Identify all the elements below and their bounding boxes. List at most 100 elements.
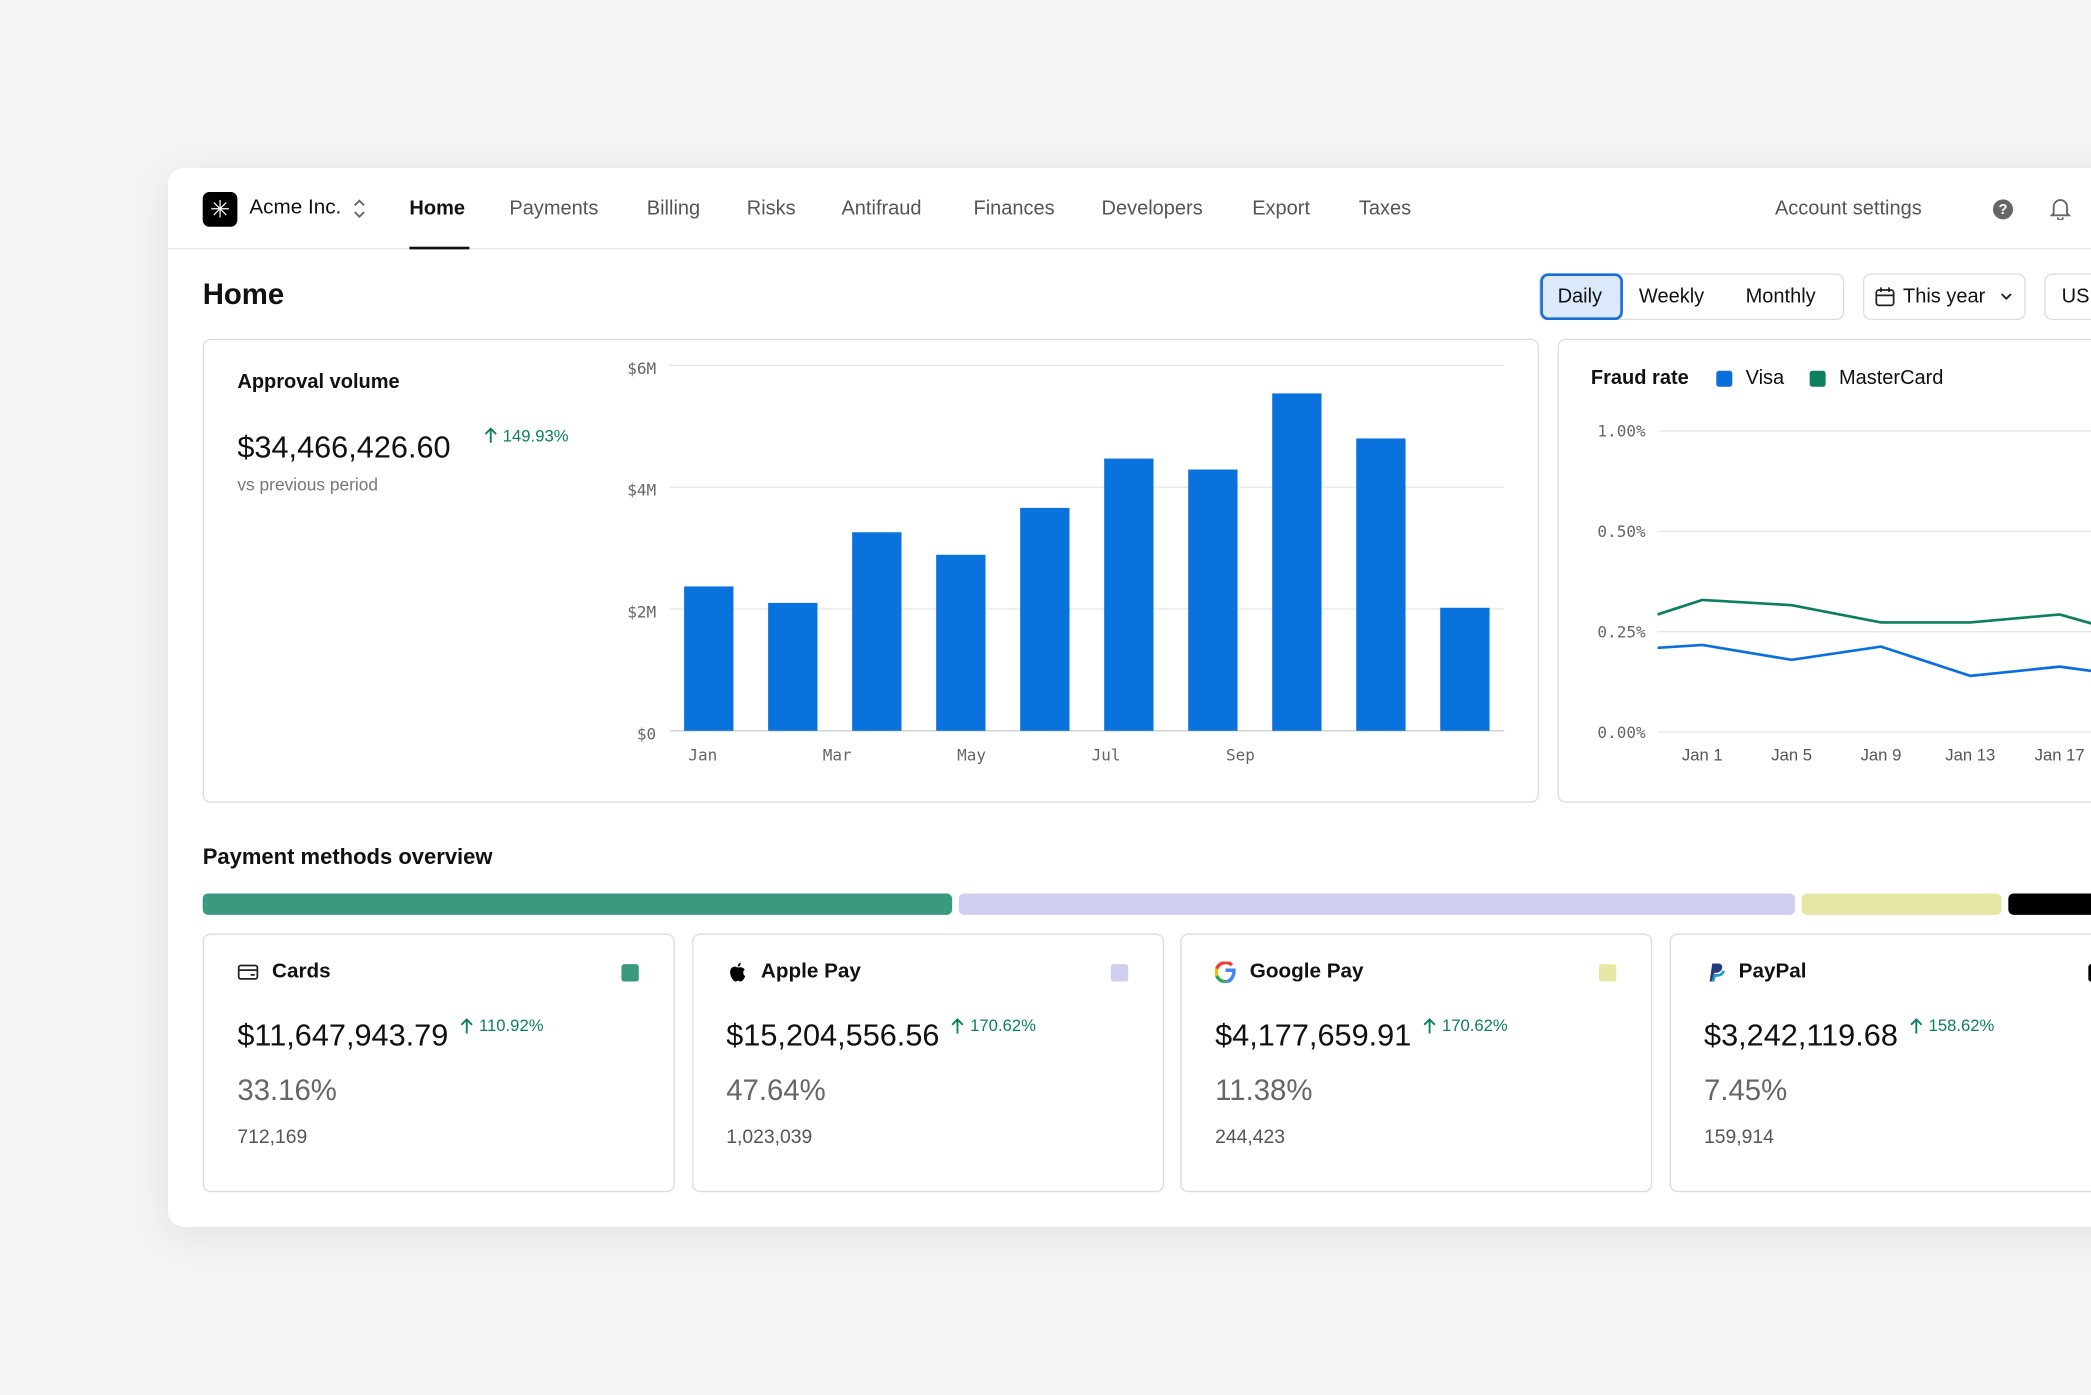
bar [1440, 607, 1490, 731]
nav-item[interactable]: Developers [1101, 197, 1203, 221]
brand-switch[interactable] [352, 199, 367, 219]
method-icon [1709, 963, 1725, 982]
period-option[interactable]: Daily [1557, 285, 1603, 309]
amount-row: $3,242,119.68 158.62% [1704, 1016, 1995, 1053]
method-amount: $3,242,119.68 [1704, 1017, 1898, 1053]
method-change: 170.62% [1441, 1016, 1508, 1035]
method-swatch [1110, 964, 1128, 982]
period-toggle [1538, 273, 1845, 321]
line-series [1657, 643, 2091, 678]
currency-label[interactable]: USD [2061, 285, 2091, 309]
card-title: Approval volume [237, 370, 400, 394]
bar [852, 532, 902, 731]
nav-item[interactable]: Finances [973, 197, 1055, 221]
method-card [202, 933, 675, 1193]
method-swatch [621, 964, 639, 982]
method-icon [237, 964, 259, 980]
section-title: Payment methods overview [202, 845, 493, 870]
method-name: Google Pay [1249, 960, 1364, 983]
currency-button[interactable] [2044, 273, 2091, 321]
notifications-icon[interactable] [2049, 197, 2072, 221]
page-title: Home [202, 277, 285, 311]
share-bar-segment [202, 893, 953, 915]
method-name: Apple Pay [760, 960, 861, 983]
method-name: Cards [272, 960, 331, 983]
period-selected [1540, 273, 1623, 321]
method-name: PayPal [1738, 960, 1807, 983]
nav-item[interactable]: Payments [509, 197, 599, 221]
method-share: 33.16% [237, 1073, 337, 1107]
bar [768, 602, 818, 731]
amount-row: $15,204,556.56 170.62% [726, 1016, 1036, 1053]
x-tick-label: Jan 13 [1945, 746, 1995, 765]
svg-text:?: ? [1999, 202, 2008, 218]
amount-row: $4,177,659.91 170.62% [1215, 1016, 1508, 1053]
y-tick-label: $6M [627, 359, 656, 378]
line-series [1657, 598, 2091, 625]
nav-divider [168, 248, 2091, 250]
method-share: 47.64% [726, 1073, 826, 1107]
approval-change: 149.93% [502, 426, 569, 446]
method-share: 11.38% [1215, 1073, 1313, 1107]
calendar-icon [1875, 287, 1895, 307]
nav-item[interactable]: Home [409, 197, 465, 221]
nav-item[interactable]: Billing [646, 197, 701, 221]
nav-item[interactable]: Risks [746, 197, 796, 221]
method-count: 159,914 [1704, 1126, 1774, 1149]
range-label[interactable]: This year [1902, 285, 1986, 309]
bar [684, 586, 734, 731]
nav-item[interactable]: Antifraud [841, 197, 922, 221]
y-tick-label: 0.50% [1597, 522, 1646, 541]
up-arrow [460, 1018, 473, 1034]
method-count: 1,023,039 [726, 1126, 813, 1149]
nav-item[interactable]: Taxes [1358, 197, 1412, 221]
x-tick-label: Jan 9 [1861, 746, 1902, 765]
approval-note: vs previous period [237, 474, 379, 495]
legend-swatch [1809, 370, 1826, 387]
bar [1356, 438, 1406, 731]
share-bar-segment [958, 893, 1795, 915]
x-tick-label: Jan [688, 746, 717, 765]
bar [1104, 458, 1154, 731]
bar [1272, 393, 1322, 731]
legend-label: MasterCard [1839, 367, 1943, 389]
method-icon [1215, 961, 1236, 983]
method-count: 712,169 [237, 1126, 308, 1149]
share-bar-segment [1801, 893, 2002, 915]
chart-title: Fraud rate [1591, 367, 1689, 389]
bar [936, 554, 986, 731]
y-tick-label: $2M [627, 602, 656, 621]
method-amount: $4,177,659.91 [1215, 1017, 1412, 1053]
amount-row: $11,647,943.79 110.92% [237, 1016, 544, 1053]
up-arrow [484, 427, 497, 443]
x-tick-label: Jan 5 [1771, 746, 1812, 765]
account-settings[interactable]: Account settings [1774, 197, 1922, 221]
period-option[interactable]: Weekly [1638, 285, 1705, 309]
method-card [1180, 933, 1653, 1193]
method-swatch [1599, 964, 1617, 982]
method-swatch [2088, 964, 2091, 982]
method-count: 244,423 [1215, 1126, 1286, 1149]
nav-item[interactable]: Export [1252, 197, 1311, 221]
up-arrow [1910, 1018, 1923, 1034]
x-tick-label: Mar [823, 746, 852, 765]
range-button[interactable] [1862, 273, 2026, 321]
y-tick-label: $0 [637, 724, 656, 743]
approval-total: $34,466,426.60 [237, 429, 451, 465]
logo[interactable]: ✳ [202, 192, 238, 227]
share-bar-segment [2008, 893, 2091, 915]
brand[interactable]: Acme Inc. [249, 196, 342, 219]
method-change: 158.62% [1928, 1016, 1995, 1035]
period-option[interactable]: Monthly [1745, 285, 1816, 309]
help-icon[interactable]: ? [1992, 199, 2013, 220]
method-change: 170.62% [970, 1016, 1036, 1035]
method-card [691, 933, 1164, 1193]
method-amount: $11,647,943.79 [237, 1017, 449, 1053]
x-tick-label: May [957, 746, 986, 765]
x-tick-label: Sep [1226, 746, 1255, 765]
method-card [1669, 933, 2091, 1193]
method-change: 110.92% [478, 1016, 544, 1035]
y-tick-label: $4M [627, 481, 656, 500]
